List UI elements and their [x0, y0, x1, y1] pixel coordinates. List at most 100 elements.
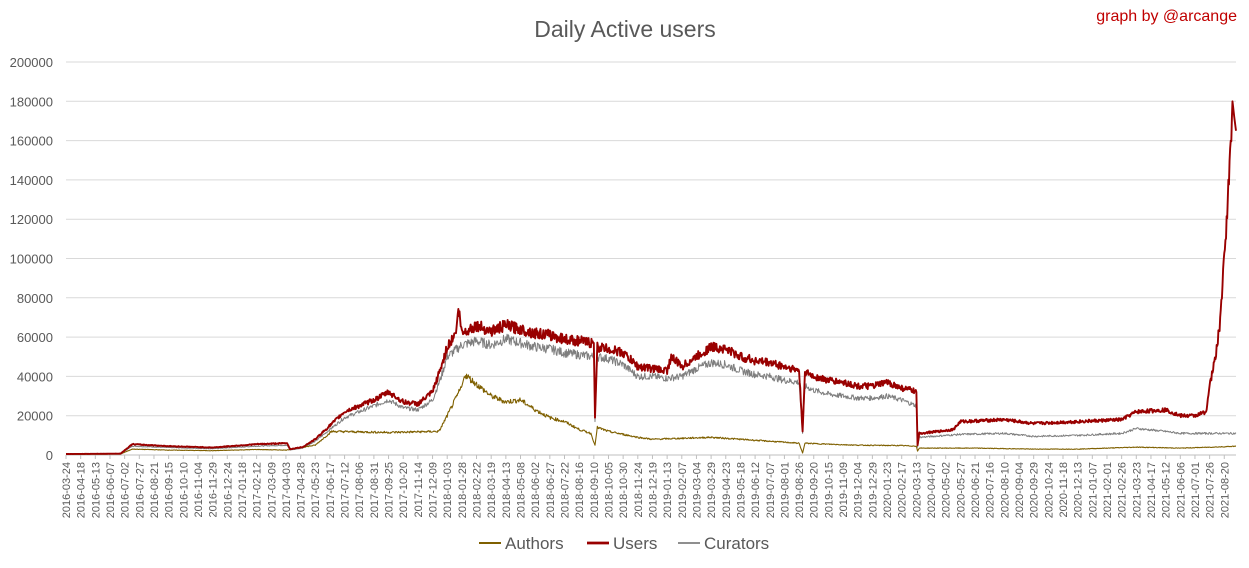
x-axis-ticks: 2016-03-24 2016-04-18 2016-05-13 2016-06-07… — [61, 455, 1231, 518]
x-tick-label: 2021-06-06 — [1175, 462, 1187, 518]
x-tick-label: 2016-09-15 — [164, 462, 176, 518]
x-tick-label: 2020-04-07 — [926, 462, 938, 518]
x-tick-label: 2017-05-23 — [310, 462, 322, 518]
x-tick-label: 2020-10-24 — [1043, 462, 1055, 518]
y-tick-label: 180000 — [10, 94, 53, 109]
x-tick-label: 2017-12-09 — [428, 462, 440, 518]
x-tick-label: 2019-12-04 — [853, 462, 865, 518]
x-tick-label: 2016-07-27 — [134, 462, 146, 518]
x-tick-label: 2016-10-10 — [178, 462, 190, 518]
x-tick-label: 2016-05-13 — [90, 462, 102, 518]
x-tick-label: 2020-05-27 — [955, 462, 967, 518]
x-tick-label: 2016-07-02 — [120, 462, 132, 518]
x-tick-label: 2017-06-17 — [325, 462, 337, 518]
x-tick-label: 2018-11-24 — [633, 462, 645, 517]
x-tick-label: 2021-08-20 — [1219, 462, 1231, 518]
x-tick-label: 2019-05-18 — [735, 462, 747, 518]
x-tick-label: 2020-09-04 — [1014, 462, 1026, 518]
x-tick-label: 2019-10-15 — [823, 462, 835, 518]
x-tick-label: 2020-03-13 — [911, 462, 923, 518]
x-tick-label: 2020-01-23 — [882, 462, 894, 518]
x-tick-label: 2019-04-23 — [721, 462, 733, 518]
series-lines — [65, 100, 1237, 455]
x-tick-label: 2017-11-14 — [413, 462, 425, 517]
x-tick-label: 2018-12-19 — [647, 462, 659, 518]
x-tick-label: 2019-03-29 — [706, 462, 718, 518]
x-tick-label: 2020-02-17 — [897, 462, 909, 518]
y-tick-label: 40000 — [17, 369, 53, 384]
series-line-authors — [65, 373, 1237, 455]
x-tick-label: 2017-03-09 — [266, 462, 278, 518]
x-tick-label: 2021-02-01 — [1102, 462, 1114, 518]
chart-title: Daily Active users — [534, 16, 716, 42]
x-tick-label: 2018-06-02 — [530, 462, 542, 518]
y-tick-label: 0 — [46, 448, 53, 463]
y-tick-label: 80000 — [17, 291, 53, 306]
x-tick-label: 2016-04-18 — [76, 462, 88, 518]
x-tick-label: 2019-08-26 — [794, 462, 806, 518]
x-tick-label: 2016-11-29 — [208, 462, 220, 517]
x-tick-label: 2018-02-22 — [472, 462, 484, 518]
x-tick-label: 2016-12-24 — [222, 462, 234, 518]
x-tick-label: 2019-09-20 — [809, 462, 821, 518]
x-tick-label: 2020-12-13 — [1073, 462, 1085, 518]
x-tick-label: 2021-05-12 — [1161, 462, 1173, 518]
x-tick-label: 2017-02-12 — [252, 462, 264, 518]
y-axis-ticks: 0 20000 40000 60000 80000 100000 120000 140000 1… — [10, 55, 53, 463]
y-tick-label: 60000 — [17, 330, 53, 345]
x-tick-label: 2018-01-28 — [457, 462, 469, 518]
x-tick-label: 2019-06-12 — [750, 462, 762, 518]
x-tick-label: 2016-11-04 — [193, 462, 205, 517]
x-tick-label: 2021-07-26 — [1205, 462, 1217, 518]
x-tick-label: 2017-08-06 — [354, 462, 366, 518]
x-tick-label: 2017-09-25 — [384, 462, 396, 518]
x-tick-label: 2016-06-07 — [105, 462, 117, 518]
x-tick-label: 2018-01-03 — [442, 462, 454, 518]
x-tick-label: 2018-04-13 — [501, 462, 513, 518]
x-tick-label: 2020-05-02 — [941, 462, 953, 518]
x-tick-label: 2018-06-27 — [545, 462, 557, 518]
y-tick-label: 20000 — [17, 409, 53, 424]
x-tick-label: 2018-07-22 — [559, 462, 571, 518]
x-tick-label: 2018-08-16 — [574, 462, 586, 518]
x-tick-label: 2016-08-21 — [149, 462, 161, 518]
x-tick-label: 2017-08-31 — [369, 462, 381, 518]
legend: Authors Users Curators — [479, 534, 769, 553]
x-tick-label: 2018-10-05 — [603, 462, 615, 518]
x-tick-label: 2019-02-07 — [677, 462, 689, 518]
x-tick-label: 2019-07-07 — [765, 462, 777, 518]
series-line-users — [65, 100, 1237, 455]
y-tick-label: 160000 — [10, 134, 53, 149]
series-line-curators — [66, 333, 1237, 455]
x-tick-label: 2018-03-19 — [486, 462, 498, 518]
x-tick-label: 2018-05-08 — [516, 462, 528, 518]
x-tick-label: 2019-11-09 — [838, 462, 850, 517]
x-tick-label: 2018-09-10 — [589, 462, 601, 518]
y-tick-label: 120000 — [10, 212, 53, 227]
y-tick-label: 200000 — [10, 55, 53, 70]
x-tick-label: 2021-07-01 — [1190, 462, 1202, 518]
credit-label: graph by @arcange — [1096, 8, 1237, 25]
x-tick-label: 2019-08-01 — [779, 462, 791, 518]
x-tick-label: 2019-01-13 — [662, 462, 674, 518]
x-tick-label: 2016-03-24 — [61, 462, 73, 518]
x-tick-label: 2018-10-30 — [618, 462, 630, 518]
x-tick-label: 2017-04-28 — [296, 462, 308, 518]
legend-label-users: Users — [613, 534, 657, 553]
x-tick-label: 2021-01-07 — [1087, 462, 1099, 518]
x-tick-label: 2020-06-21 — [970, 462, 982, 518]
x-tick-label: 2020-11-18 — [1058, 462, 1070, 517]
x-tick-label: 2019-12-29 — [867, 462, 879, 518]
x-tick-label: 2019-03-04 — [691, 462, 703, 518]
y-tick-label: 140000 — [10, 173, 53, 188]
y-tick-label: 100000 — [10, 252, 53, 267]
x-tick-label: 2020-09-29 — [1029, 462, 1041, 518]
x-tick-label: 2021-03-23 — [1131, 462, 1143, 518]
x-tick-label: 2020-07-16 — [985, 462, 997, 518]
x-tick-label: 2017-04-03 — [281, 462, 293, 518]
x-tick-label: 2021-02-26 — [1117, 462, 1129, 518]
x-tick-label: 2017-07-12 — [340, 462, 352, 518]
x-tick-label: 2020-08-10 — [999, 462, 1011, 518]
x-tick-label: 2017-10-20 — [398, 462, 410, 518]
